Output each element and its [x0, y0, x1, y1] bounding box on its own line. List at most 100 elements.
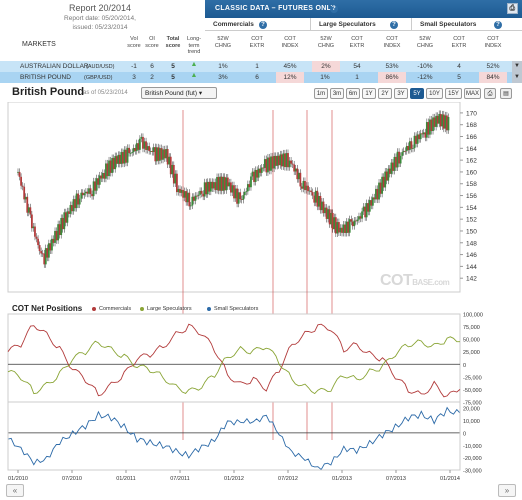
- market-name: BRITISH POUND: [20, 74, 71, 81]
- small-extr: 5: [457, 74, 461, 81]
- range-2y-button[interactable]: 2Y: [378, 88, 392, 99]
- market-select[interactable]: British Pound (fut) ▾: [141, 87, 217, 99]
- candle-body: [66, 211, 69, 223]
- candle-body: [234, 188, 237, 199]
- x-tick-label: 01/2013: [332, 476, 352, 482]
- candle-body: [52, 238, 55, 243]
- candle-body: [442, 114, 445, 129]
- candle-body: [226, 177, 229, 187]
- candle-body: [287, 153, 289, 168]
- small-speculators-line: [7, 406, 461, 471]
- group-large-speculators: Large Speculators?: [310, 18, 411, 31]
- candle-body: [26, 196, 29, 213]
- commercials-line: [7, 323, 461, 398]
- classic-title: CLASSIC DATA – FUTURES ONLY: [215, 5, 336, 12]
- candle-body: [379, 182, 382, 194]
- total-score: 5: [171, 74, 175, 81]
- range-10y-button[interactable]: 10Y: [426, 88, 443, 99]
- range-1m-button[interactable]: 1m: [314, 88, 328, 99]
- candle-body: [381, 176, 384, 194]
- candle-body: [405, 145, 408, 152]
- help-icon[interactable]: ?: [259, 21, 267, 29]
- prev-page-button[interactable]: «: [6, 484, 24, 497]
- candle-body: [376, 188, 379, 200]
- candle-body: [280, 154, 283, 167]
- candle-body: [115, 156, 118, 164]
- market-row-gbp[interactable]: BRITISH POUND (GBP/USD) 3 2 5 ▲ 3% 6 12%…: [0, 72, 522, 83]
- candle-body: [32, 226, 35, 229]
- market-symbol: (GBP/USD): [84, 75, 113, 81]
- candle-body: [203, 182, 206, 197]
- candle-body: [237, 192, 240, 204]
- candle-body: [159, 148, 161, 161]
- candle-body: [276, 155, 279, 166]
- large-speculators-line: [7, 336, 460, 395]
- candle-body: [324, 207, 326, 214]
- range-1y-button[interactable]: 1Y: [362, 88, 376, 99]
- candle-body: [361, 211, 363, 219]
- candle-body: [231, 185, 234, 193]
- candle-body: [291, 163, 294, 165]
- range-15y-button[interactable]: 15Y: [445, 88, 462, 99]
- cot-tick-label: -50,000: [463, 388, 482, 394]
- candle-body: [248, 184, 251, 188]
- row-expand-icon[interactable]: ▼: [512, 61, 522, 72]
- range-3y-button[interactable]: 3Y: [394, 88, 408, 99]
- classic-data-header: CLASSIC DATA – FUTURES ONLY ? ⎙: [205, 0, 522, 18]
- candle-body: [209, 181, 212, 192]
- candle-body: [388, 168, 391, 174]
- candle-body: [339, 227, 342, 233]
- range-3m-button[interactable]: 3m: [330, 88, 344, 99]
- candle-body: [143, 141, 146, 149]
- cot-tick-label: -75,000: [463, 401, 482, 407]
- small-extr-header: COT EXTR: [451, 36, 467, 49]
- candle-body: [446, 115, 448, 131]
- price-tick-label: 170: [466, 110, 477, 117]
- range-6m-button[interactable]: 6m: [346, 88, 360, 99]
- candle-body: [447, 117, 450, 131]
- candle-body: [351, 221, 354, 227]
- candle-body: [80, 192, 83, 199]
- cot-tick-label: 25,000: [463, 350, 480, 356]
- price-tick-label: 142: [466, 276, 477, 283]
- range-5y-button[interactable]: 5Y: [410, 88, 424, 99]
- settings-icon[interactable]: ▤: [500, 88, 512, 99]
- candle-body: [122, 152, 124, 164]
- trend-header: Long-term trend: [186, 36, 202, 55]
- candle-body: [293, 164, 296, 172]
- row-expand-icon[interactable]: ▼: [512, 72, 522, 83]
- candle-body: [199, 190, 201, 195]
- small-tick-label: -20,000: [463, 456, 482, 462]
- candle-body: [296, 168, 299, 180]
- large-extr-header: COT EXTR: [349, 36, 365, 49]
- help-icon[interactable]: ?: [390, 21, 398, 29]
- candle-body: [149, 151, 152, 152]
- candle-body: [51, 238, 53, 251]
- price-tick-label: 144: [466, 264, 477, 271]
- candle-body: [64, 212, 67, 223]
- small-extr: 4: [457, 63, 461, 70]
- candle-body: [211, 181, 214, 189]
- candle-body: [126, 147, 129, 163]
- candle-body: [350, 219, 353, 222]
- print-chart-icon[interactable]: ⎙: [484, 88, 496, 99]
- candle-body: [43, 253, 46, 265]
- candle-body: [114, 156, 117, 170]
- print-icon[interactable]: ⎙: [507, 3, 518, 14]
- candle-body: [92, 181, 95, 197]
- candle-body: [54, 230, 56, 243]
- candle-body: [327, 209, 330, 219]
- candle-body: [23, 186, 26, 200]
- market-row-aud[interactable]: AUSTRALIAN DOLLAR (AUD/USD) -1 6 5 ▲ 1% …: [0, 61, 522, 72]
- small-panel: [7, 401, 461, 471]
- next-page-button[interactable]: »: [498, 484, 516, 497]
- comm-extr: 6: [255, 74, 259, 81]
- candle-body: [342, 224, 345, 233]
- help-icon[interactable]: ?: [494, 21, 502, 29]
- range-max-button[interactable]: MAX: [464, 88, 481, 99]
- candle-body: [81, 192, 84, 196]
- candle-body: [29, 207, 32, 215]
- candle-body: [152, 147, 155, 152]
- candle-body: [47, 243, 50, 258]
- help-icon[interactable]: ?: [330, 5, 338, 13]
